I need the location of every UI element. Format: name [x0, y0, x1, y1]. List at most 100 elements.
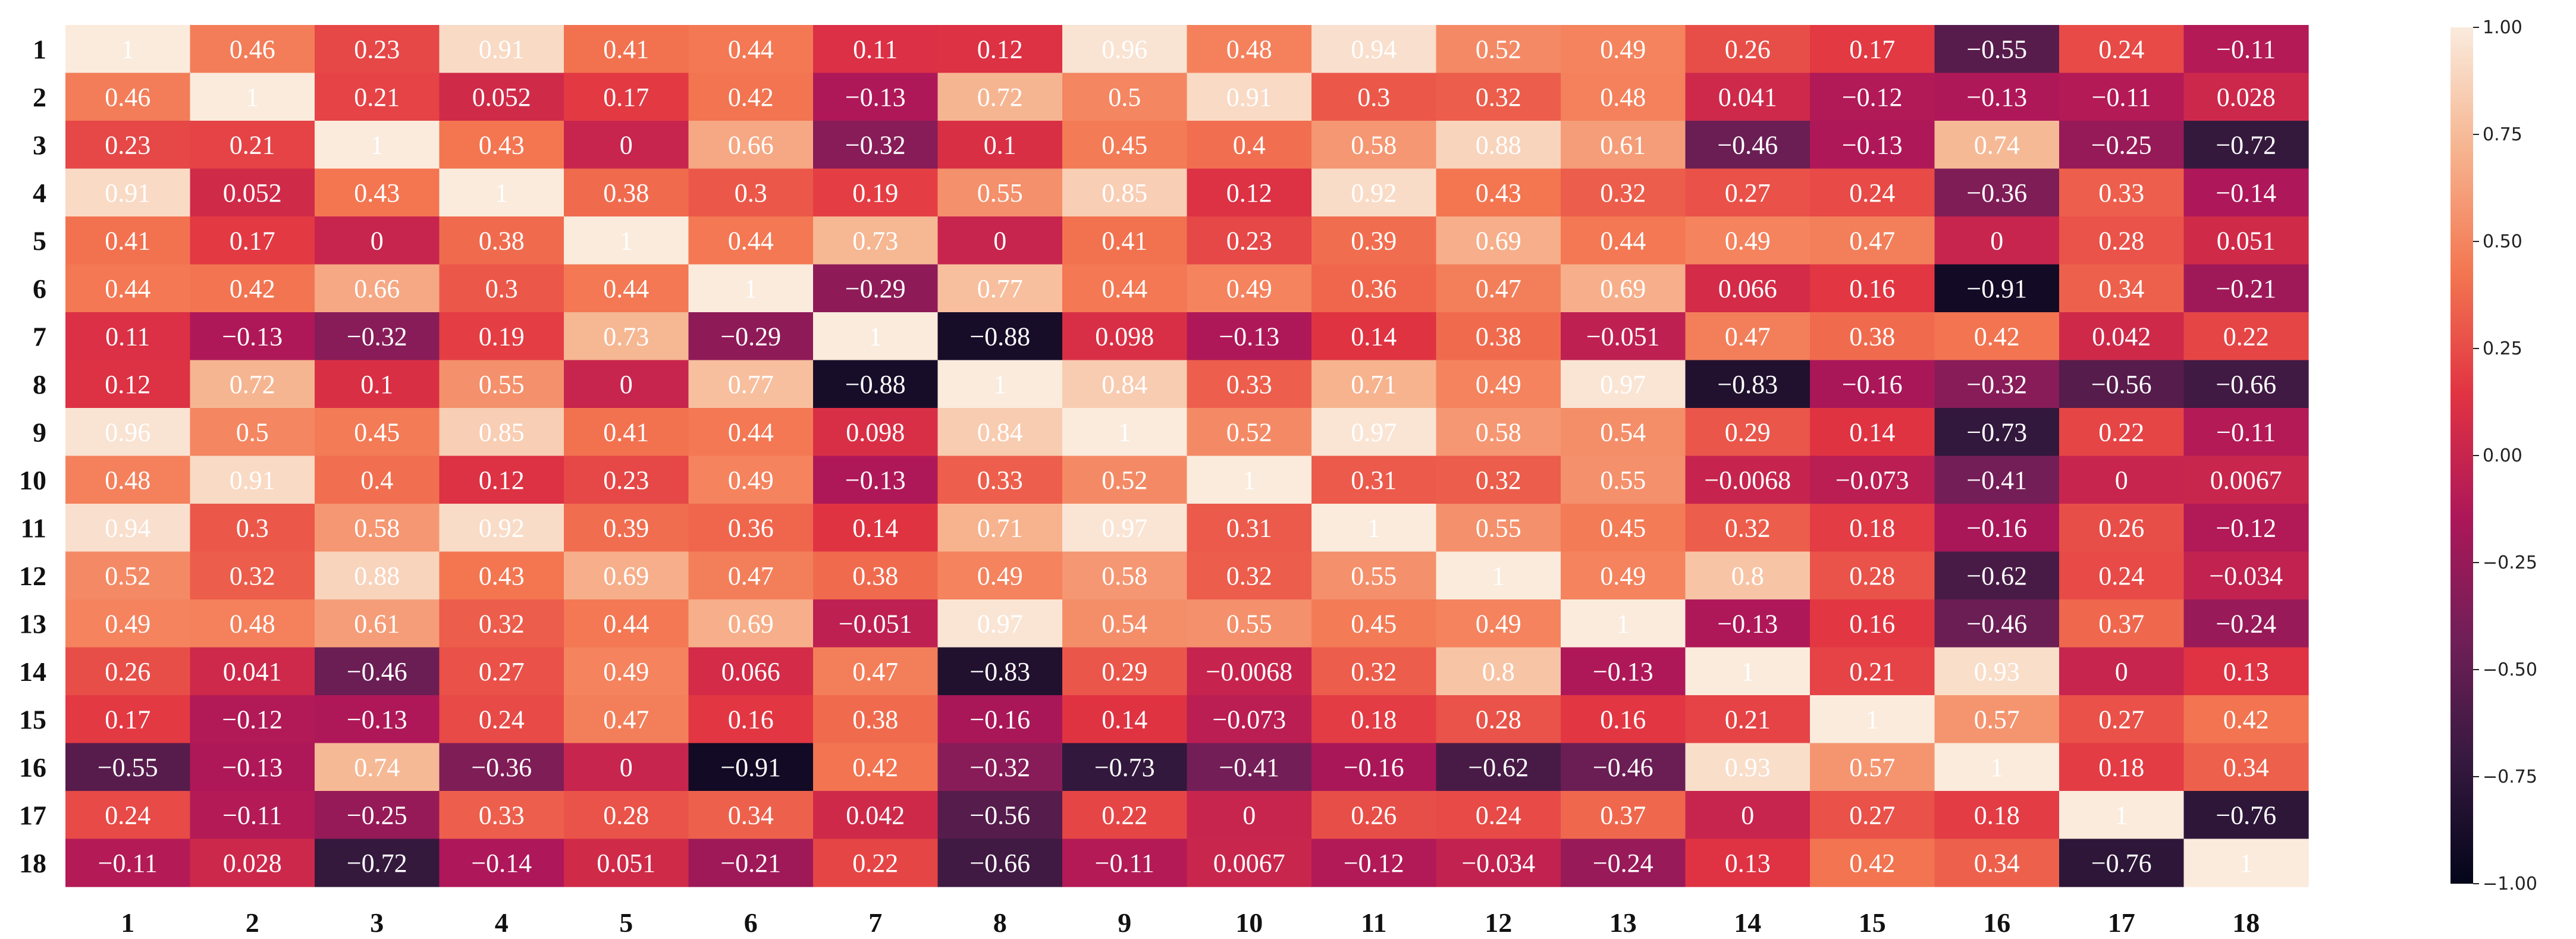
- heatmap-cell-r1-c17: [2059, 25, 2185, 74]
- x-tick-label: 1: [121, 907, 134, 938]
- cell-value-label: 1: [2239, 849, 2252, 878]
- cell-value-label: 0.052: [223, 178, 282, 208]
- heatmap-cell-r9-c15: [1810, 408, 1935, 457]
- cell-value-label: −0.36: [1966, 178, 2027, 208]
- x-tick-label: 14: [1734, 907, 1761, 938]
- cell-value-label: 0.44: [1600, 226, 1646, 255]
- heatmap-cell-r1-c15: [1810, 25, 1935, 74]
- heatmap-cell-r6-c14: [1685, 264, 1811, 313]
- heatmap-cell-r16-c2: [190, 743, 315, 792]
- cell-value-label: 0.42: [852, 753, 898, 782]
- heatmap-cell-r8-c7: [813, 360, 939, 409]
- heatmap-cell-r15-c11: [1311, 695, 1437, 744]
- cell-value-label: −0.76: [2216, 800, 2276, 830]
- cell-value-label: 0.55: [977, 178, 1023, 208]
- heatmap-cell-r13-c16: [1934, 599, 2060, 648]
- cell-value-label: 0.23: [354, 34, 400, 64]
- cell-value-label: 0.11: [853, 34, 898, 64]
- heatmap-cell-r5-c3: [315, 216, 440, 265]
- cell-value-label: 0.14: [1849, 417, 1895, 447]
- cell-value-label: 0.71: [977, 513, 1023, 542]
- cell-value-label: 1: [1492, 561, 1505, 591]
- heatmap-cell-r11-c6: [688, 504, 814, 552]
- colorbar-tick-label: 0.00: [2483, 445, 2522, 466]
- cell-value-label: 0.43: [1476, 178, 1521, 208]
- heatmap-cell-r11-c2: [190, 504, 315, 552]
- cell-value-label: −0.12: [1344, 849, 1404, 878]
- heatmap-cell-r16-c3: [315, 743, 440, 792]
- cell-value-label: 0.55: [479, 370, 525, 399]
- cell-value-label: −0.12: [222, 705, 283, 734]
- cell-value-label: 0.13: [2223, 657, 2269, 686]
- cell-value-label: 1: [1617, 609, 1630, 638]
- cell-value-label: 0.23: [1226, 226, 1272, 255]
- cell-value-label: 0.42: [230, 274, 275, 303]
- cell-value-label: 0.12: [977, 34, 1023, 64]
- cell-value-label: 0.14: [1351, 322, 1397, 351]
- heatmap-cell-r7-c14: [1685, 312, 1811, 361]
- heatmap-cell-r4-c15: [1810, 168, 1935, 217]
- cell-value-label: 0.22: [2098, 417, 2144, 447]
- heatmap-cell-r4-c14: [1685, 168, 1811, 217]
- heatmap-cell-r17-c8: [937, 791, 1063, 840]
- heatmap-annotations: 1 0.46 0.23 0.91 0.41 0.44 0.11 0.12 0.96 0.48 0.9…: [98, 34, 2283, 878]
- heatmap-cell-r9-c10: [1187, 408, 1312, 457]
- heatmap-cell-r11-c11: [1311, 504, 1437, 552]
- heatmap-cell-r18-c17: [2059, 838, 2185, 887]
- cell-value-label: 0.97: [1102, 513, 1147, 542]
- heatmap-cell-r15-c5: [564, 695, 689, 744]
- cell-value-label: −0.12: [1842, 83, 1903, 112]
- cell-value-label: 0.49: [1476, 370, 1521, 399]
- cell-value-label: 0.52: [105, 561, 150, 591]
- cell-value-label: −0.11: [98, 849, 158, 878]
- cell-value-label: 0.44: [728, 34, 774, 64]
- heatmap-cell-r13-c12: [1436, 599, 1561, 648]
- heatmap-cell-r5-c15: [1810, 216, 1935, 265]
- heatmap-cell-r3-c2: [190, 121, 315, 169]
- heatmap-cell-r6-c8: [937, 264, 1063, 313]
- cell-value-label: 0.93: [1974, 657, 2020, 686]
- cell-value-label: 0.12: [105, 370, 150, 399]
- cell-value-label: −0.11: [2216, 34, 2276, 64]
- cell-value-label: −0.72: [2216, 130, 2276, 159]
- heatmap-cell-r4-c10: [1187, 168, 1312, 217]
- colorbar-tick-label: 0.50: [2483, 231, 2522, 252]
- y-tick-label: 6: [33, 274, 46, 304]
- cell-value-label: 0.12: [1226, 178, 1272, 208]
- heatmap-cell-r17-c5: [564, 791, 689, 840]
- cell-value-label: 0.21: [354, 83, 400, 112]
- heatmap-cell-r8-c14: [1685, 360, 1811, 409]
- cell-value-label: 0.27: [2098, 705, 2144, 734]
- cell-value-label: −0.72: [347, 849, 407, 878]
- cell-value-label: 0.41: [105, 226, 150, 255]
- y-tick-label: 14: [19, 657, 46, 687]
- heatmap-cell-r2-c13: [1561, 73, 1686, 121]
- cell-value-label: −0.56: [2091, 370, 2152, 399]
- heatmap-cell-r16-c12: [1436, 743, 1561, 792]
- cell-value-label: 0: [371, 226, 384, 255]
- cell-value-label: 0.97: [977, 609, 1023, 638]
- cell-value-label: 0.24: [1849, 178, 1895, 208]
- cell-value-label: 0.22: [852, 849, 898, 878]
- cell-value-label: 0.92: [1351, 178, 1397, 208]
- cell-value-label: −0.62: [1966, 561, 2027, 591]
- cell-value-label: −0.13: [347, 705, 407, 734]
- heatmap-cell-r5-c11: [1311, 216, 1437, 265]
- cell-value-label: 0.41: [603, 417, 649, 447]
- cell-value-label: 0.21: [1849, 657, 1895, 686]
- heatmap-cell-r15-c18: [2183, 695, 2309, 744]
- cell-value-label: 0.16: [1600, 705, 1646, 734]
- heatmap-cell-r5-c9: [1062, 216, 1188, 265]
- y-tick-label: 17: [19, 800, 46, 830]
- heatmap-cell-r15-c7: [813, 695, 939, 744]
- x-tick-label: 15: [1859, 907, 1886, 938]
- x-tick-label: 17: [2108, 907, 2135, 938]
- heatmap-cell-r2-c14: [1685, 73, 1811, 121]
- cell-value-label: 0.38: [603, 178, 649, 208]
- cell-value-label: 1: [1118, 417, 1131, 447]
- cell-value-label: 0.14: [1102, 705, 1147, 734]
- heatmap-cell-r14-c10: [1187, 647, 1312, 696]
- cell-value-label: 0.54: [1600, 417, 1646, 447]
- cell-value-label: 0.69: [728, 609, 774, 638]
- cell-value-label: −0.13: [1717, 609, 1778, 638]
